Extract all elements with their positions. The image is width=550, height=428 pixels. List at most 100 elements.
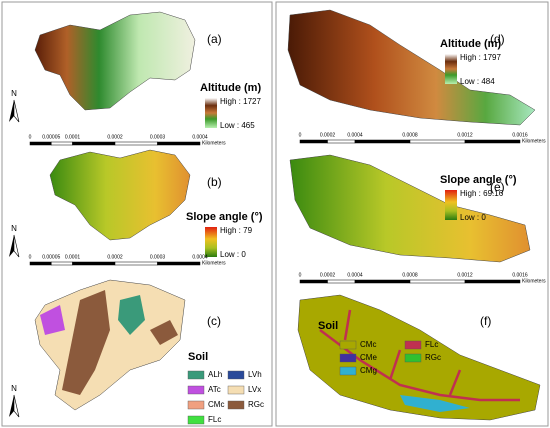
scale-segment — [409, 139, 466, 144]
scale-label: 0.0002 — [320, 132, 336, 138]
legend-title: Altitude (m) — [200, 82, 261, 94]
scale-segment — [51, 141, 73, 146]
legend-swatch — [227, 370, 245, 380]
map-c-region — [62, 290, 110, 395]
left-frame — [1, 1, 273, 427]
scale-label: 0.0003 — [150, 134, 166, 140]
legend-item: ATc — [208, 385, 221, 394]
north-label: N — [11, 224, 17, 233]
north-arrow — [9, 100, 14, 122]
north-label: N — [11, 89, 17, 98]
legend-item: CMe — [360, 353, 377, 362]
scale-unit: Kilometers — [202, 140, 226, 146]
legend-swatch — [187, 370, 205, 380]
north-arrow — [13, 394, 20, 418]
map-c-region — [150, 320, 178, 345]
scale-label: 0.00005 — [42, 254, 60, 260]
legend-swatch — [187, 385, 205, 395]
scale-label: 0.0008 — [402, 132, 418, 138]
legend-low: Low : 465 — [220, 121, 255, 130]
map-e — [289, 154, 531, 263]
scale-label: 0 — [29, 134, 32, 140]
map-d — [287, 9, 536, 126]
legend-low: Low : 0 — [460, 213, 486, 222]
scale-label: 0.0003 — [150, 254, 166, 260]
scale-label: 0.0012 — [457, 132, 473, 138]
scale-segment — [464, 279, 521, 284]
map-a — [34, 11, 196, 111]
panel-label: (c) — [207, 314, 221, 328]
legend-high: High : 1797 — [460, 53, 501, 62]
legend-ramp — [445, 54, 457, 84]
legend-title: Slope angle (°) — [186, 211, 263, 223]
legend-item: CMg — [360, 366, 377, 375]
scale-label: 0.0008 — [402, 272, 418, 278]
right-frame — [275, 1, 549, 427]
legend-high: High : 1727 — [220, 97, 261, 106]
legend-high: High : 69.16 — [460, 189, 504, 198]
scale-label: 0.0016 — [512, 132, 528, 138]
scale-segment — [464, 139, 521, 144]
scale-label: 0.0002 — [107, 254, 123, 260]
legend-item: CMc — [208, 400, 224, 409]
scale-segment — [72, 261, 116, 266]
legend-swatch — [187, 400, 205, 410]
map-c-region — [40, 305, 65, 335]
scale-segment — [157, 261, 201, 266]
legend-swatch — [227, 400, 245, 410]
north-label: N — [11, 384, 17, 393]
scale-segment — [51, 261, 73, 266]
north-arrow — [9, 395, 14, 417]
legend-ramp — [205, 227, 217, 257]
scale-label: 0.0004 — [192, 134, 208, 140]
scale-label: 0 — [299, 272, 302, 278]
legend-ramp — [205, 98, 217, 128]
scale-label: 0.00005 — [42, 134, 60, 140]
legend-item: LVx — [248, 385, 261, 394]
scale-label: 0.0016 — [512, 272, 528, 278]
scale-segment — [327, 139, 356, 144]
scale-segment — [299, 139, 328, 144]
legend-item: CMc — [360, 340, 376, 349]
scale-segment — [157, 141, 201, 146]
map-f-region — [400, 395, 470, 412]
legend-item: FLc — [425, 340, 438, 349]
legend-item: RGc — [425, 353, 441, 362]
panel-label: (d) — [490, 32, 505, 46]
scale-label: 0.0004 — [192, 254, 208, 260]
map-f-rivers — [319, 309, 520, 402]
scale-label: 0 — [299, 132, 302, 138]
legend-swatch — [339, 353, 357, 363]
scale-segment — [409, 279, 466, 284]
legend-item: ALh — [208, 370, 222, 379]
legend-swatch — [404, 340, 422, 350]
panel-label: (f) — [480, 314, 491, 328]
map-c — [34, 279, 186, 411]
scale-label: 0.0012 — [457, 272, 473, 278]
scale-segment — [29, 141, 52, 146]
scale-segment — [354, 279, 411, 284]
map-b — [49, 149, 191, 241]
scale-label: 0.0004 — [347, 132, 363, 138]
scale-segment — [114, 141, 158, 146]
scale-segment — [299, 279, 328, 284]
map-c-region — [118, 295, 145, 335]
legend-title: Altitude (m) — [440, 38, 501, 50]
scale-segment — [327, 279, 356, 284]
scale-segment — [29, 261, 52, 266]
legend-swatch — [339, 340, 357, 350]
legend-low: Low : 0 — [220, 250, 246, 259]
legend-swatch — [404, 353, 422, 363]
legend-low: Low : 484 — [460, 77, 495, 86]
legend-ramp — [445, 190, 457, 220]
legend-item: LVh — [248, 370, 262, 379]
panel-label: (e) — [490, 180, 505, 194]
north-arrow — [13, 99, 20, 123]
panel-label: (a) — [207, 32, 222, 46]
scale-label: 0.0002 — [107, 134, 123, 140]
scale-unit: Kilometers — [522, 278, 546, 284]
legend-item: RGc — [248, 400, 264, 409]
scale-label: 0.0004 — [347, 272, 363, 278]
legend-title: Soil — [188, 351, 208, 363]
